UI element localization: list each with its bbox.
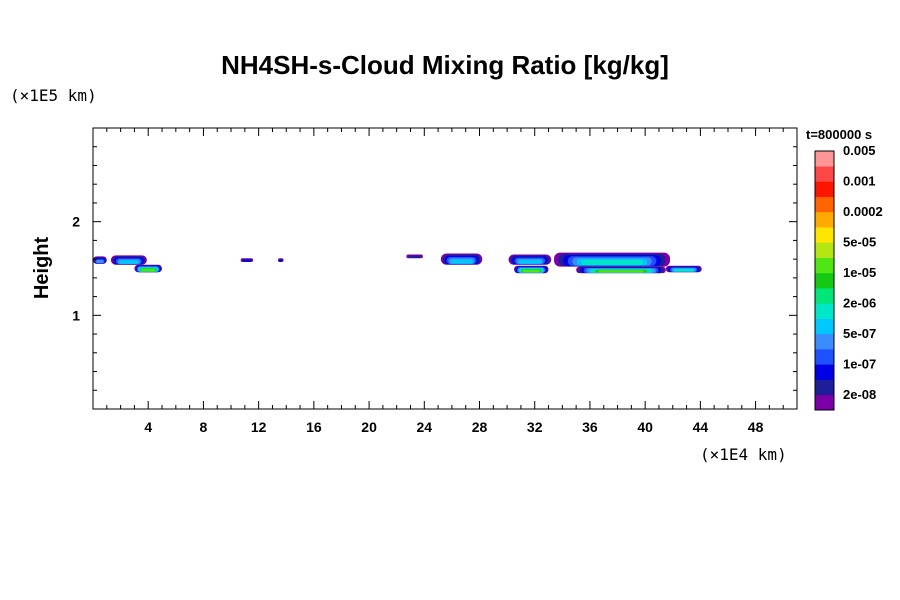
x-tick-label: 44	[693, 419, 709, 435]
x-tick-label: 16	[306, 419, 322, 435]
colorbar-swatch	[815, 227, 834, 243]
colorbar-label: 2e-06	[843, 295, 876, 310]
chart-title: NH4SH-s-Cloud Mixing Ratio [kg/kg]	[221, 50, 669, 80]
cloud-band	[134, 264, 163, 273]
cloud-contour	[408, 255, 421, 258]
cloud-contour	[119, 260, 139, 264]
x-tick-label: 28	[472, 419, 488, 435]
colorbar-swatch	[815, 303, 834, 319]
colorbar: 2e-08 1e-07 5e-07 2e-06 1e-05 5e-05 0.0002 0.00…	[814, 143, 883, 411]
y-axis-label: Height	[31, 237, 53, 300]
colorbar-swatch	[815, 166, 834, 182]
cloud-field	[93, 252, 702, 274]
x-axis: 4 8 12 16 20 24 28 32 36 40 44 48	[106, 128, 784, 435]
cloud-band	[240, 258, 254, 262]
cloud-contour	[674, 269, 694, 272]
y-axis: 12	[72, 146, 797, 391]
cloud-band	[93, 256, 107, 264]
x-tick-label: 8	[200, 419, 208, 435]
colorbar-label: 5e-07	[843, 326, 876, 341]
colorbar-swatch	[815, 211, 834, 228]
x-tick-label: 32	[527, 419, 543, 435]
colorbar-swatch	[815, 318, 834, 335]
colorbar-swatch	[815, 349, 834, 365]
x-tick-label: 48	[748, 419, 764, 435]
colorbar-label: 5e-05	[843, 234, 876, 249]
colorbar-swatch	[815, 257, 834, 274]
colorbar-swatch	[815, 242, 834, 258]
colorbar-label: 1e-07	[843, 356, 876, 371]
x-tick-label: 36	[582, 419, 598, 435]
plot-frame	[92, 127, 798, 410]
x-tick-label: 20	[361, 419, 377, 435]
colorbar-swatch	[815, 333, 834, 350]
cloud-contour	[581, 260, 643, 266]
colorbar-swatch	[815, 379, 834, 396]
cloud-contour	[278, 259, 283, 262]
y-tick-label: 2	[72, 214, 80, 230]
x-tick-label: 12	[251, 419, 267, 435]
x-tick-label: 4	[144, 419, 152, 435]
x-unit-label: (×1E4 km)	[700, 445, 787, 464]
cloud-contour	[141, 268, 156, 272]
cloud-contour	[518, 259, 542, 264]
colorbar-label: 1e-05	[843, 265, 876, 280]
cloud-contour	[242, 259, 251, 262]
y-unit-label: (×1E5 km)	[10, 86, 97, 105]
colorbar-swatch	[815, 151, 834, 167]
colorbar-label: 0.001	[843, 173, 876, 188]
cloud-band	[665, 265, 702, 273]
cloud-band	[514, 265, 549, 274]
cloud-contour	[598, 270, 644, 273]
colorbar-label: 2e-08	[843, 387, 876, 402]
cloud-band	[110, 255, 147, 265]
colorbar-swatch	[815, 196, 834, 213]
colorbar-label: 0.0002	[843, 204, 883, 219]
cloud-band	[554, 252, 671, 267]
y-tick-label: 1	[72, 307, 80, 323]
colorbar-swatch	[815, 181, 834, 198]
cloud-band	[277, 258, 284, 262]
colorbar-swatch	[815, 272, 834, 289]
colorbar-frame	[814, 150, 835, 411]
colorbar-swatch	[815, 394, 834, 411]
cloud-band	[406, 254, 423, 259]
time-label: t=800000 s	[806, 127, 872, 142]
cloud-contour	[522, 269, 540, 273]
cloud-band	[576, 266, 666, 274]
colorbar-swatch	[815, 288, 834, 304]
cloud-contour	[96, 260, 104, 264]
colorbar-label: 0.005	[843, 143, 876, 158]
x-tick-label: 40	[637, 419, 653, 435]
cloud-band	[440, 253, 483, 265]
colorbar-swatch	[815, 364, 834, 380]
cloud-contour	[450, 259, 473, 264]
x-tick-label: 24	[417, 419, 433, 435]
cloud-band	[508, 254, 552, 265]
